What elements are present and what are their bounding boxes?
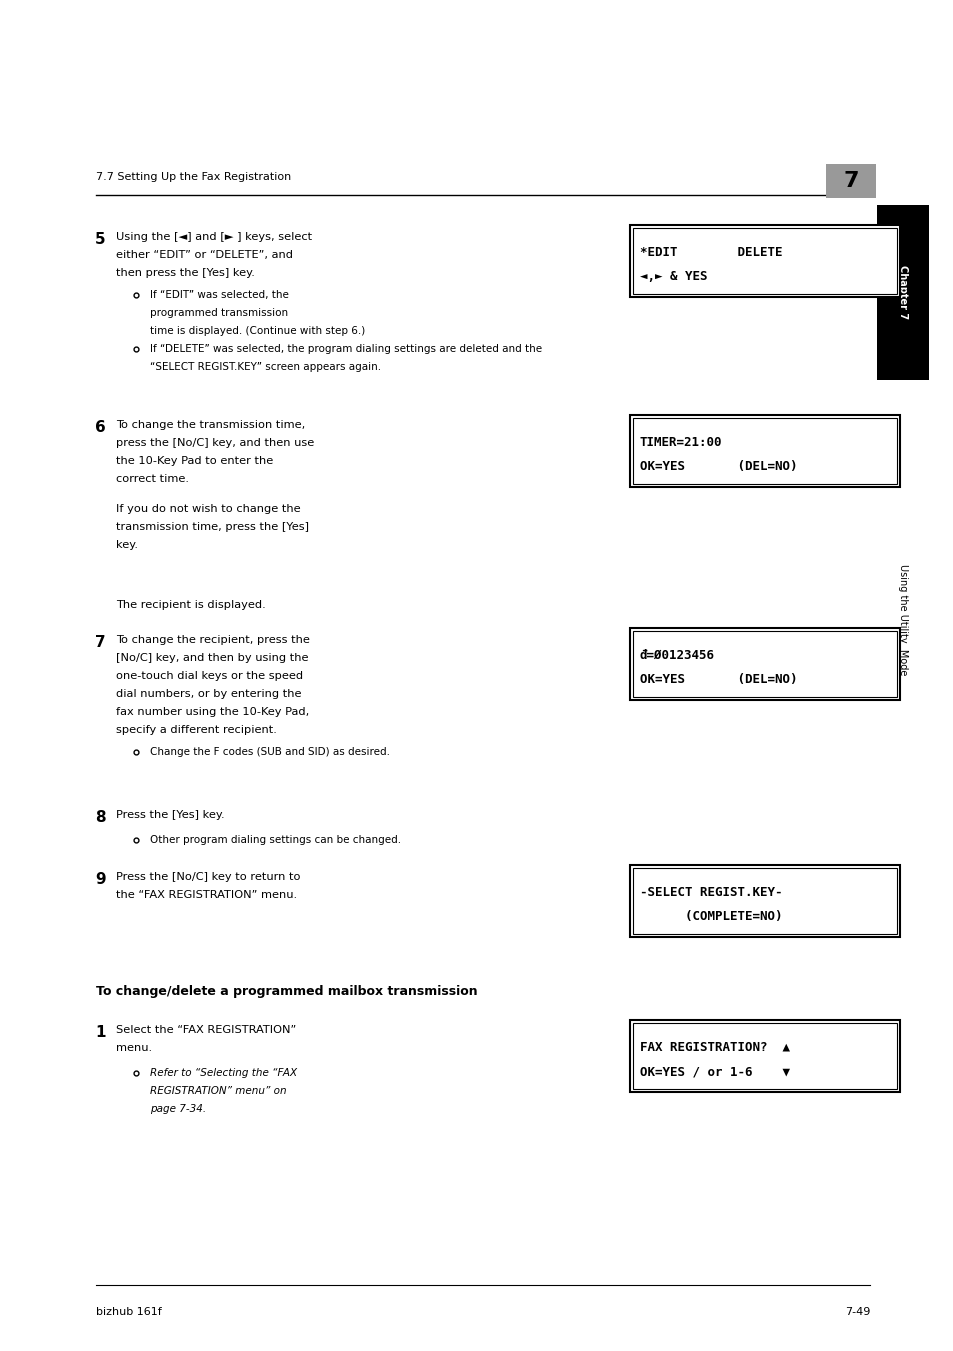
Text: page 7-34.: page 7-34. bbox=[150, 1104, 206, 1115]
Bar bbox=[633, 417, 896, 484]
Bar bbox=[633, 867, 896, 934]
Text: transmission time, press the [Yes]: transmission time, press the [Yes] bbox=[116, 521, 309, 532]
Text: The recipient is displayed.: The recipient is displayed. bbox=[116, 600, 266, 611]
Text: Select the “FAX REGISTRATION”: Select the “FAX REGISTRATION” bbox=[116, 1025, 296, 1035]
Text: Press the [No/C] key to return to: Press the [No/C] key to return to bbox=[116, 871, 300, 882]
Text: fax number using the 10-Key Pad,: fax number using the 10-Key Pad, bbox=[116, 707, 309, 717]
Text: 9: 9 bbox=[95, 871, 106, 888]
Text: bizhub 161f: bizhub 161f bbox=[96, 1306, 162, 1317]
Bar bbox=[633, 1023, 896, 1089]
Text: OK=YES / or 1-6    ▼: OK=YES / or 1-6 ▼ bbox=[639, 1066, 789, 1078]
Text: REGISTRATION” menu” on: REGISTRATION” menu” on bbox=[150, 1086, 286, 1096]
Text: Change the F codes (SUB and SID) as desired.: Change the F codes (SUB and SID) as desi… bbox=[150, 747, 390, 757]
Text: Using the Utility  Mode: Using the Utility Mode bbox=[897, 565, 907, 676]
Bar bbox=[629, 415, 899, 486]
Bar bbox=[825, 163, 875, 199]
Text: If “DELETE” was selected, the program dialing settings are deleted and the: If “DELETE” was selected, the program di… bbox=[150, 345, 541, 354]
Text: one-touch dial keys or the speed: one-touch dial keys or the speed bbox=[116, 671, 303, 681]
Text: then press the [Yes] key.: then press the [Yes] key. bbox=[116, 267, 254, 278]
Text: If “EDIT” was selected, the: If “EDIT” was selected, the bbox=[150, 290, 289, 300]
Text: 1: 1 bbox=[95, 1025, 106, 1040]
Text: 7: 7 bbox=[95, 635, 106, 650]
Text: If you do not wish to change the: If you do not wish to change the bbox=[116, 504, 300, 513]
Bar bbox=[633, 228, 896, 295]
Text: “SELECT REGIST.KEY” screen appears again.: “SELECT REGIST.KEY” screen appears again… bbox=[150, 362, 381, 372]
Text: press the [No/C] key, and then use: press the [No/C] key, and then use bbox=[116, 438, 314, 449]
Text: To change/delete a programmed mailbox transmission: To change/delete a programmed mailbox tr… bbox=[96, 985, 477, 998]
Text: Other program dialing settings can be changed.: Other program dialing settings can be ch… bbox=[150, 835, 400, 844]
Text: correct time.: correct time. bbox=[116, 474, 189, 484]
Text: 8: 8 bbox=[95, 811, 106, 825]
Text: menu.: menu. bbox=[116, 1043, 152, 1052]
Text: (COMPLETE=NO): (COMPLETE=NO) bbox=[639, 911, 781, 923]
Text: FAX REGISTRATION?  ▲: FAX REGISTRATION? ▲ bbox=[639, 1040, 789, 1054]
Text: đ=Ø0123456: đ=Ø0123456 bbox=[639, 648, 714, 662]
Text: key.: key. bbox=[116, 540, 138, 550]
Text: the “FAX REGISTRATION” menu.: the “FAX REGISTRATION” menu. bbox=[116, 890, 296, 900]
Text: programmed transmission: programmed transmission bbox=[150, 308, 288, 317]
Bar bbox=[629, 865, 899, 938]
Text: the 10-Key Pad to enter the: the 10-Key Pad to enter the bbox=[116, 457, 273, 466]
Text: specify a different recipient.: specify a different recipient. bbox=[116, 725, 276, 735]
Text: dial numbers, or by entering the: dial numbers, or by entering the bbox=[116, 689, 301, 698]
Bar bbox=[876, 205, 928, 380]
Bar bbox=[633, 631, 896, 697]
Text: 6: 6 bbox=[95, 420, 106, 435]
Text: 5: 5 bbox=[95, 232, 106, 247]
Bar bbox=[629, 628, 899, 700]
Text: *EDIT        DELETE: *EDIT DELETE bbox=[639, 246, 781, 259]
Text: -SELECT REGIST.KEY-: -SELECT REGIST.KEY- bbox=[639, 886, 781, 898]
Text: either “EDIT” or “DELETE”, and: either “EDIT” or “DELETE”, and bbox=[116, 250, 293, 259]
Text: Press the [Yes] key.: Press the [Yes] key. bbox=[116, 811, 224, 820]
Text: 7-49: 7-49 bbox=[843, 1306, 869, 1317]
Text: TIMER=21:00: TIMER=21:00 bbox=[639, 436, 721, 449]
Text: 7.7 Setting Up the Fax Registration: 7.7 Setting Up the Fax Registration bbox=[96, 172, 291, 182]
Text: To change the transmission time,: To change the transmission time, bbox=[116, 420, 305, 430]
Text: OK=YES       (DEL=NO): OK=YES (DEL=NO) bbox=[639, 673, 797, 686]
Text: Refer to “Selecting the “FAX: Refer to “Selecting the “FAX bbox=[150, 1069, 296, 1078]
Text: time is displayed. (Continue with step 6.): time is displayed. (Continue with step 6… bbox=[150, 326, 365, 336]
Text: OK=YES       (DEL=NO): OK=YES (DEL=NO) bbox=[639, 461, 797, 473]
Text: [No/C] key, and then by using the: [No/C] key, and then by using the bbox=[116, 653, 308, 663]
Text: 7: 7 bbox=[842, 172, 858, 190]
Bar bbox=[629, 226, 899, 297]
Bar bbox=[629, 1020, 899, 1092]
Text: ◄,► & YES: ◄,► & YES bbox=[639, 270, 707, 284]
Text: To change the recipient, press the: To change the recipient, press the bbox=[116, 635, 310, 644]
Text: Using the [◄] and [► ] keys, select: Using the [◄] and [► ] keys, select bbox=[116, 232, 312, 242]
Text: Chapter 7: Chapter 7 bbox=[897, 265, 907, 320]
